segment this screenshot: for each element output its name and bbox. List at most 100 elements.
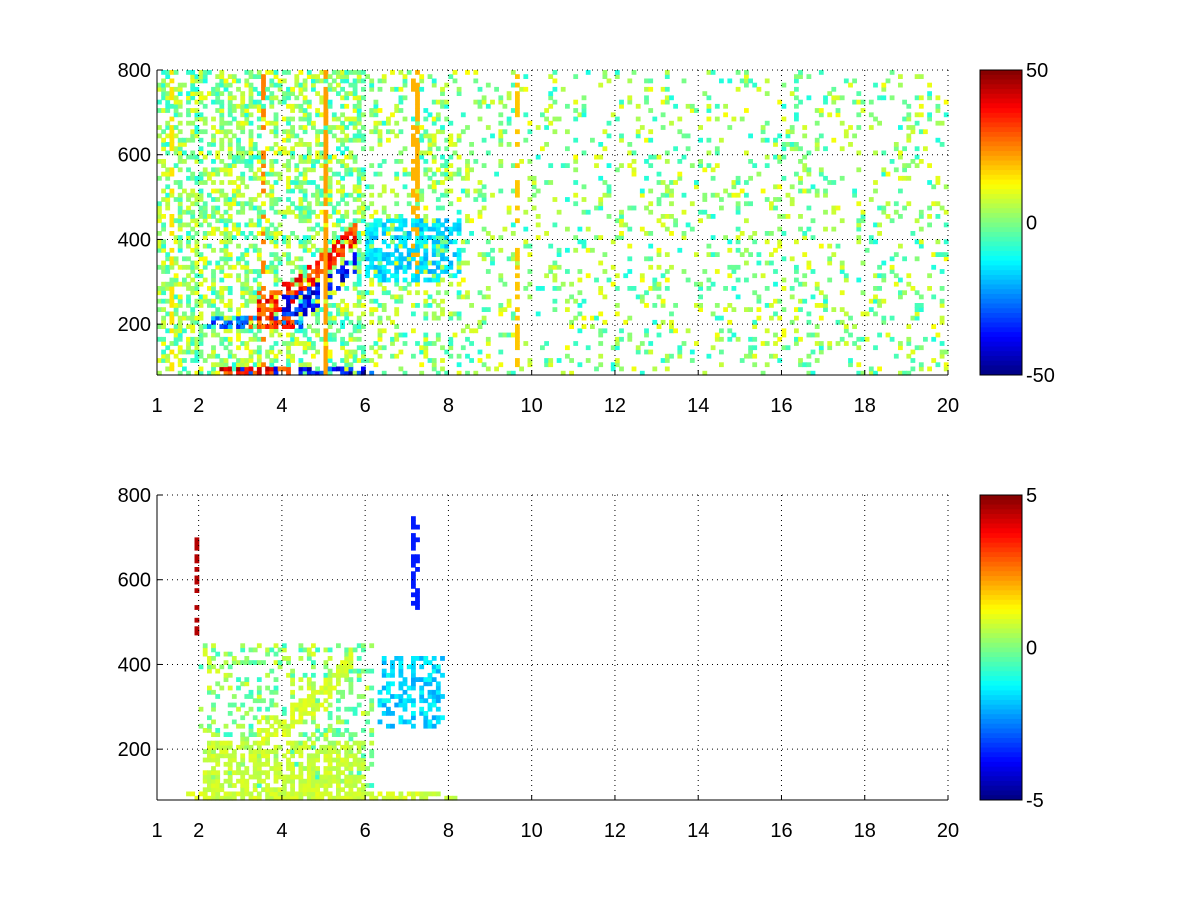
- heatmap-cell: [298, 137, 304, 143]
- heatmap-cell: [323, 163, 329, 168]
- heatmap-cell: [435, 315, 441, 321]
- heatmap-cell: [369, 184, 375, 190]
- heatmap-cell: [411, 171, 416, 177]
- heatmap-cell: [794, 74, 799, 79]
- heatmap-cell: [323, 286, 329, 291]
- heatmap-cell: [440, 231, 445, 236]
- heatmap-cell: [748, 159, 753, 164]
- heatmap-cell: [223, 778, 229, 784]
- heatmap-cell: [198, 298, 204, 304]
- heatmap-cell: [381, 711, 387, 716]
- heatmap-cell: [244, 290, 250, 296]
- heatmap-cell: [627, 269, 633, 274]
- colorbar-segment: [980, 652, 1022, 658]
- heatmap-cell: [202, 180, 208, 185]
- heatmap-cell: [639, 192, 645, 198]
- heatmap-cell: [198, 256, 204, 262]
- heatmap-cell: [161, 197, 166, 202]
- heatmap-cell: [215, 154, 221, 160]
- heatmap-cell: [340, 269, 345, 274]
- heatmap-cell: [535, 125, 541, 130]
- heatmap-cell: [623, 319, 629, 325]
- heatmap-cell: [265, 366, 270, 372]
- heatmap-cell: [719, 362, 724, 368]
- heatmap-cell: [406, 685, 412, 691]
- heatmap-cell: [286, 672, 291, 678]
- heatmap-cell: [269, 749, 275, 754]
- heatmap-cell: [664, 286, 670, 291]
- heatmap-cell: [777, 133, 783, 139]
- heatmap-cell: [290, 694, 295, 699]
- heatmap-cell: [415, 103, 420, 109]
- heatmap-cell: [689, 358, 695, 363]
- heatmap-cell: [423, 226, 429, 232]
- heatmap-cell: [356, 133, 362, 139]
- heatmap-cell: [873, 82, 878, 88]
- heatmap-cell: [431, 677, 437, 682]
- heatmap-cell: [277, 146, 283, 152]
- heatmap-cell: [298, 273, 304, 279]
- heatmap-cell: [598, 332, 604, 338]
- heatmap-cell: [311, 711, 316, 716]
- heatmap-cell: [227, 103, 233, 109]
- heatmap-cell: [714, 336, 720, 342]
- heatmap-cell: [427, 303, 433, 308]
- heatmap-cell: [302, 159, 308, 164]
- heatmap-cell: [839, 269, 845, 274]
- heatmap-cell: [327, 774, 333, 780]
- heatmap-cell: [411, 311, 416, 317]
- heatmap-cell: [469, 167, 474, 173]
- heatmap-cell: [490, 192, 495, 198]
- heatmap-cell: [227, 95, 233, 101]
- heatmap-cell: [361, 167, 366, 173]
- heatmap-cell: [211, 247, 216, 253]
- heatmap-cell: [411, 711, 416, 716]
- heatmap-cell: [190, 269, 196, 274]
- heatmap-cell: [431, 702, 437, 708]
- heatmap-cell: [215, 311, 221, 317]
- heatmap-cell: [211, 273, 216, 279]
- heatmap-cell: [348, 660, 354, 665]
- heatmap-cell: [527, 129, 533, 135]
- heatmap-cell: [748, 175, 753, 181]
- heatmap-cell: [490, 247, 495, 253]
- heatmap-cell: [918, 243, 924, 249]
- heatmap-cell: [340, 188, 345, 194]
- heatmap-cell: [290, 744, 295, 750]
- heatmap-cell: [935, 201, 941, 207]
- heatmap-cell: [473, 78, 479, 84]
- heatmap-cell: [277, 366, 283, 372]
- heatmap-cell: [365, 252, 370, 257]
- heatmap-cell: [348, 685, 354, 691]
- heatmap-cell: [219, 336, 225, 342]
- heatmap-cell: [223, 197, 229, 202]
- heatmap-cell: [648, 137, 654, 143]
- heatmap-cell: [411, 579, 416, 585]
- heatmap-cell: [485, 353, 491, 359]
- heatmap-cell: [814, 192, 820, 198]
- heatmap-cell: [236, 260, 241, 266]
- heatmap-cell: [356, 171, 362, 177]
- heatmap-cell: [423, 256, 429, 262]
- heatmap-cell: [319, 99, 325, 105]
- heatmap-cell: [744, 150, 749, 156]
- heatmap-cell: [248, 298, 254, 304]
- heatmap-cell: [348, 231, 354, 236]
- heatmap-cell: [344, 349, 350, 355]
- heatmap-cell: [423, 349, 429, 355]
- heatmap-cell: [435, 370, 441, 376]
- heatmap-cell: [806, 226, 812, 232]
- heatmap-cell: [860, 290, 866, 296]
- heatmap-cell: [323, 197, 329, 202]
- heatmap-cell: [240, 778, 246, 784]
- heatmap-cell: [644, 332, 649, 338]
- heatmap-cell: [744, 247, 749, 253]
- heatmap-cell: [431, 664, 437, 670]
- colorbar-segment: [980, 556, 1022, 563]
- heatmap-cell: [344, 311, 350, 317]
- heatmap-cell: [207, 723, 212, 729]
- heatmap-cell: [365, 74, 370, 79]
- heatmap-cell: [369, 706, 375, 712]
- heatmap-cell: [435, 273, 441, 279]
- heatmap-cell: [169, 264, 175, 270]
